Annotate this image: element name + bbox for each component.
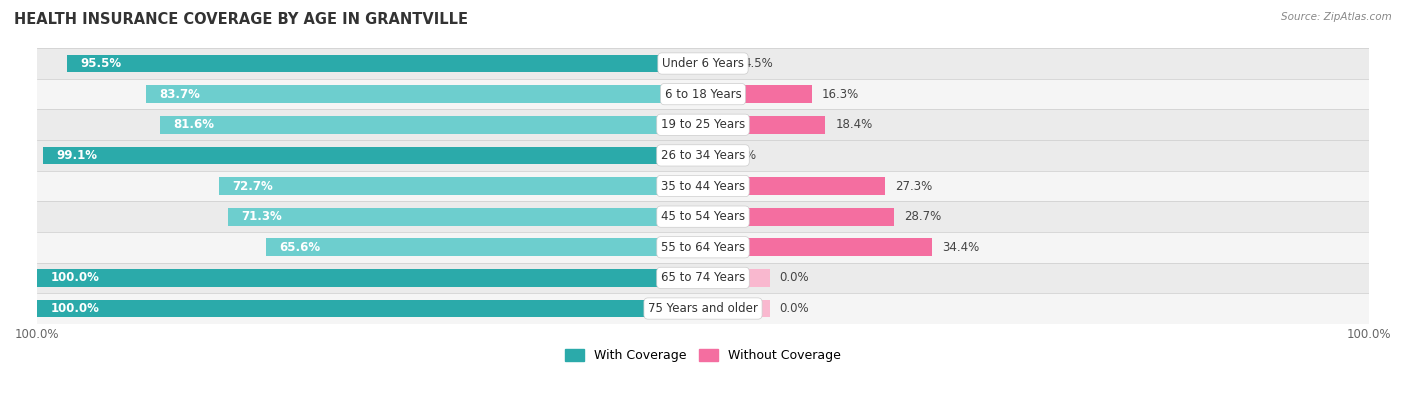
Text: 0.0%: 0.0%: [779, 271, 810, 284]
Text: 27.3%: 27.3%: [894, 180, 932, 193]
Bar: [160, 116, 703, 134]
Text: 95.5%: 95.5%: [80, 57, 122, 70]
Bar: [146, 85, 703, 103]
Text: 34.4%: 34.4%: [942, 241, 979, 254]
Text: 28.7%: 28.7%: [904, 210, 941, 223]
Bar: [703, 55, 733, 72]
Bar: [37, 232, 1369, 263]
Bar: [703, 300, 769, 317]
Bar: [37, 201, 1369, 232]
Bar: [703, 85, 811, 103]
Bar: [44, 146, 703, 164]
Text: 81.6%: 81.6%: [173, 118, 214, 131]
Bar: [703, 238, 932, 256]
Bar: [37, 48, 1369, 79]
Bar: [219, 177, 703, 195]
Bar: [37, 263, 1369, 293]
Text: 99.1%: 99.1%: [56, 149, 97, 162]
Text: Source: ZipAtlas.com: Source: ZipAtlas.com: [1281, 12, 1392, 22]
Text: 0.0%: 0.0%: [779, 302, 810, 315]
Bar: [703, 146, 709, 164]
Text: 6 to 18 Years: 6 to 18 Years: [665, 88, 741, 101]
Text: 65 to 74 Years: 65 to 74 Years: [661, 271, 745, 284]
Bar: [37, 300, 703, 317]
Bar: [37, 110, 1369, 140]
Bar: [37, 140, 1369, 171]
Text: 4.5%: 4.5%: [742, 57, 773, 70]
Bar: [67, 55, 703, 72]
Text: 26 to 34 Years: 26 to 34 Years: [661, 149, 745, 162]
Bar: [37, 171, 1369, 201]
Text: 35 to 44 Years: 35 to 44 Years: [661, 180, 745, 193]
Bar: [266, 238, 703, 256]
Bar: [228, 208, 703, 225]
Text: Under 6 Years: Under 6 Years: [662, 57, 744, 70]
Text: 19 to 25 Years: 19 to 25 Years: [661, 118, 745, 131]
Text: 0.95%: 0.95%: [720, 149, 756, 162]
Bar: [37, 79, 1369, 110]
Bar: [37, 293, 1369, 324]
Text: 71.3%: 71.3%: [242, 210, 283, 223]
Text: 18.4%: 18.4%: [835, 118, 873, 131]
Text: 100.0%: 100.0%: [51, 271, 100, 284]
Text: HEALTH INSURANCE COVERAGE BY AGE IN GRANTVILLE: HEALTH INSURANCE COVERAGE BY AGE IN GRAN…: [14, 12, 468, 27]
Bar: [703, 177, 884, 195]
Legend: With Coverage, Without Coverage: With Coverage, Without Coverage: [561, 344, 845, 367]
Text: 16.3%: 16.3%: [821, 88, 859, 101]
Text: 72.7%: 72.7%: [232, 180, 273, 193]
Text: 65.6%: 65.6%: [280, 241, 321, 254]
Text: 55 to 64 Years: 55 to 64 Years: [661, 241, 745, 254]
Bar: [37, 269, 703, 287]
Bar: [703, 116, 825, 134]
Bar: [703, 208, 894, 225]
Text: 100.0%: 100.0%: [51, 302, 100, 315]
Text: 83.7%: 83.7%: [159, 88, 200, 101]
Text: 75 Years and older: 75 Years and older: [648, 302, 758, 315]
Bar: [703, 269, 769, 287]
Text: 45 to 54 Years: 45 to 54 Years: [661, 210, 745, 223]
